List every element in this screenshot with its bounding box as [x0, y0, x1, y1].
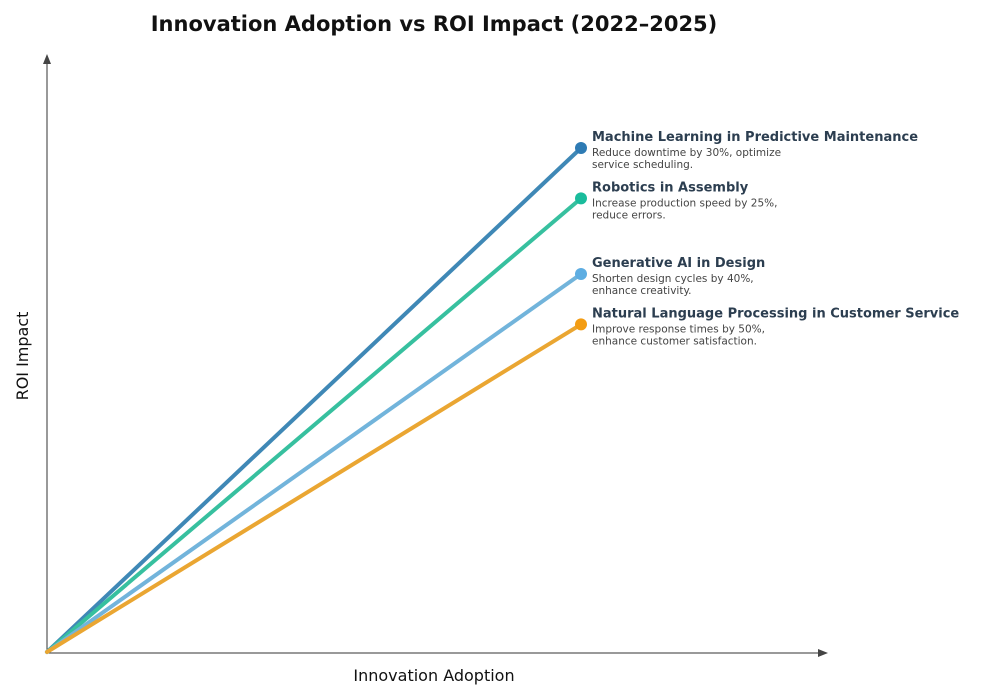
x-axis-label: Innovation Adoption [353, 666, 514, 685]
series-description-1-line-2: service scheduling. [592, 159, 693, 171]
series-end-point-2 [575, 192, 587, 205]
series-line-2 [45, 196, 583, 654]
axes [43, 54, 828, 657]
series-end-point-1 [575, 142, 587, 154]
series-label-4: Natural Language Processing in Customer … [592, 306, 959, 321]
chart-title: Innovation Adoption vs ROI Impact (2022–… [151, 12, 718, 36]
series-description-1-line-1: Reduce downtime by 30%, optimize [592, 147, 781, 159]
series-description-2-line-1: Increase production speed by 25%, [592, 197, 777, 209]
series-line-1 [45, 146, 583, 654]
series-line-4 [45, 322, 583, 654]
series-label-2: Robotics in Assembly [592, 180, 749, 195]
y-axis-label: ROI Impact [13, 312, 32, 401]
y-axis-arrow [43, 54, 51, 64]
annotation-layer: Machine Learning in Predictive Maintenan… [592, 130, 959, 347]
series-description-3-line-1: Shorten design cycles by 40%, [592, 273, 754, 285]
series-end-point-4 [575, 318, 587, 331]
series-description-2-line-2: reduce errors. [592, 209, 666, 221]
series-description-4-line-1: Improve response times by 50%, [592, 323, 765, 335]
series-description-3-line-2: enhance creativity. [592, 285, 692, 297]
series-layer [45, 142, 587, 654]
series-line-3 [45, 272, 583, 654]
series-end-point-3 [575, 268, 587, 280]
x-axis-arrow [818, 649, 828, 657]
series-label-1: Machine Learning in Predictive Maintenan… [592, 130, 918, 145]
series-description-4-line-2: enhance customer satisfaction. [592, 335, 757, 347]
series-label-3: Generative AI in Design [592, 256, 765, 271]
